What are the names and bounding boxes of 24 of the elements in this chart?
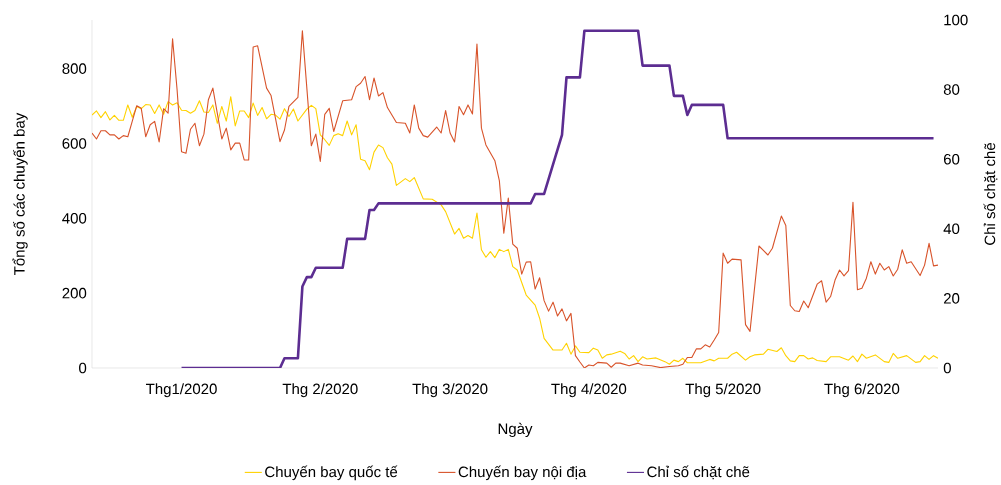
y2-axis-title: Chỉ số chặt chẽ <box>983 143 998 245</box>
y-tick-label: 800 <box>62 63 87 74</box>
y-tick-label: 400 <box>62 213 87 224</box>
line-series <box>92 96 939 365</box>
y2-tick-label: 80 <box>943 84 960 95</box>
y2-tick-label: 60 <box>943 153 960 165</box>
x-tick-label: Thg 5/2020 <box>685 383 761 398</box>
x-tick-label: Thg 3/2020 <box>412 383 488 398</box>
x-tick-label: Thg 2/2020 <box>282 383 358 398</box>
legend-label: Chuyến bay quốc tế <box>265 465 398 481</box>
y2-tick-label: 20 <box>943 293 960 304</box>
y2-tick-label: 40 <box>943 223 960 235</box>
x-tick-label: Thg1/2020 <box>145 383 217 398</box>
y-tick-label: 0 <box>79 362 87 374</box>
x-tick-label: Thg 6/2020 <box>824 383 900 398</box>
legend-label: Chuyến bay nội địa <box>458 465 587 481</box>
y-tick-label: 600 <box>62 138 87 149</box>
y2-tick-label: 100 <box>944 14 968 26</box>
y-tick-label: 200 <box>62 287 87 299</box>
y2-tick-label: 0 <box>943 362 951 374</box>
x-axis-title: Ngày <box>498 422 533 438</box>
x-tick-label: Thg 4/2020 <box>551 383 627 398</box>
y-axis-title: Tổng số các chuyến bay <box>12 112 28 275</box>
legend-label: Chỉ số chặt chẽ <box>647 465 750 480</box>
